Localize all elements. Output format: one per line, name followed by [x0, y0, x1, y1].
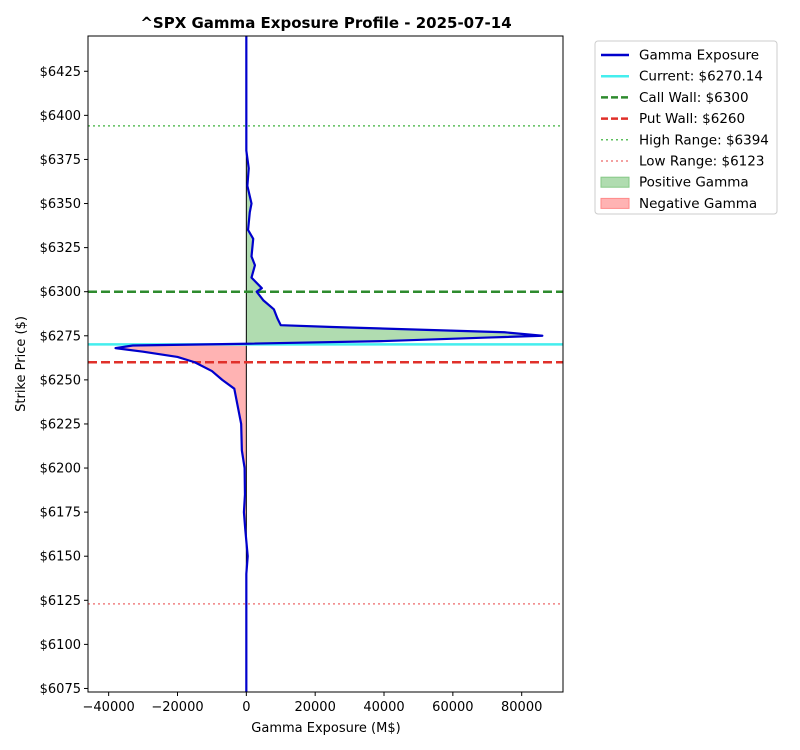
legend-label: Low Range: $6123 [639, 154, 764, 170]
legend-swatch [600, 197, 630, 209]
legend-label: Negative Gamma [639, 196, 757, 212]
x-axis-label: Gamma Exposure (M$) [251, 721, 400, 736]
y-tick-label: $6150 [40, 550, 81, 565]
y-tick-label: $6400 [40, 109, 81, 124]
y-tick-label: $6325 [40, 241, 81, 256]
gamma-exposure-line [114, 36, 544, 692]
x-tick-label: −40000 [83, 700, 135, 715]
x-tick-label: −20000 [151, 700, 203, 715]
legend-label: Put Wall: $6260 [639, 111, 745, 127]
x-tick-label: 0 [242, 700, 250, 715]
y-tick-label: $6425 [40, 65, 81, 80]
legend-label: High Range: $6394 [639, 132, 769, 148]
y-tick-label: $6125 [40, 594, 81, 609]
legend-label: Positive Gamma [639, 175, 749, 191]
x-tick-label: 40000 [363, 700, 404, 715]
y-axis-label: Strike Price ($) [14, 316, 29, 412]
y-tick-label: $6375 [40, 153, 81, 168]
legend: Gamma Exposure Current: $6270.14 Call Wall… [594, 40, 778, 215]
y-tick-label: $6275 [40, 329, 81, 344]
plot-clipped-group [88, 36, 563, 692]
plot-area [88, 36, 563, 692]
negative-gamma-fill [115, 36, 247, 692]
legend-label: Current: $6270.14 [639, 69, 763, 85]
legend-label: Call Wall: $6300 [639, 90, 749, 106]
legend-swatch [600, 176, 630, 188]
chart-title: ^SPX Gamma Exposure Profile - 2025-07-14 [140, 14, 511, 32]
y-tick-label: $6175 [40, 506, 81, 521]
plot-frame [87, 35, 564, 693]
y-tick-label: $6075 [40, 682, 81, 697]
legend-box [594, 40, 778, 215]
y-tick-label: $6200 [40, 462, 81, 477]
x-tick-label: 20000 [294, 700, 335, 715]
y-tick-label: $6225 [40, 417, 81, 432]
x-tick-label: 60000 [432, 700, 473, 715]
y-tick-label: $6250 [40, 373, 81, 388]
y-tick-label: $6350 [40, 197, 81, 212]
x-tick-label: 80000 [501, 700, 542, 715]
axes: −40000 −20000 0 20000 40000 60000 80000 $6075 $6… [40, 35, 564, 715]
legend-label: Gamma Exposure [639, 48, 759, 64]
y-tick-label: $6300 [40, 285, 81, 300]
positive-gamma-fill [246, 36, 543, 692]
y-tick-label: $6100 [40, 638, 81, 653]
